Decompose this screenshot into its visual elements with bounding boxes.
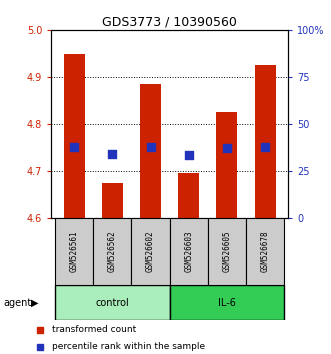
Text: GSM526602: GSM526602 [146,230,155,272]
Bar [140,84,161,218]
Text: agent: agent [3,298,31,308]
Bar [216,112,237,218]
Text: transformed count: transformed count [53,325,137,334]
Bar [55,218,93,285]
Bar [102,183,123,218]
Point [148,144,153,150]
Bar [64,53,85,218]
Point [262,144,268,150]
Bar [255,65,276,218]
Bar [55,285,169,320]
Text: percentile rank within the sample: percentile rank within the sample [53,342,206,351]
Text: GSM526678: GSM526678 [260,230,269,272]
Text: GSM526561: GSM526561 [70,230,79,272]
Text: IL-6: IL-6 [218,298,236,308]
Text: GSM526562: GSM526562 [108,230,117,272]
Bar [208,218,246,285]
Text: ▶: ▶ [31,298,39,308]
Point [110,151,115,157]
Bar [246,218,284,285]
Text: control: control [96,298,129,308]
Point [186,152,191,158]
Point [71,144,77,150]
Text: GSM526603: GSM526603 [184,230,193,272]
Bar [178,173,199,218]
Title: GDS3773 / 10390560: GDS3773 / 10390560 [102,16,237,29]
Bar [131,218,169,285]
Point [224,145,229,151]
Bar [93,218,131,285]
Bar [169,285,284,320]
Bar [169,218,208,285]
Text: GSM526605: GSM526605 [222,230,231,272]
